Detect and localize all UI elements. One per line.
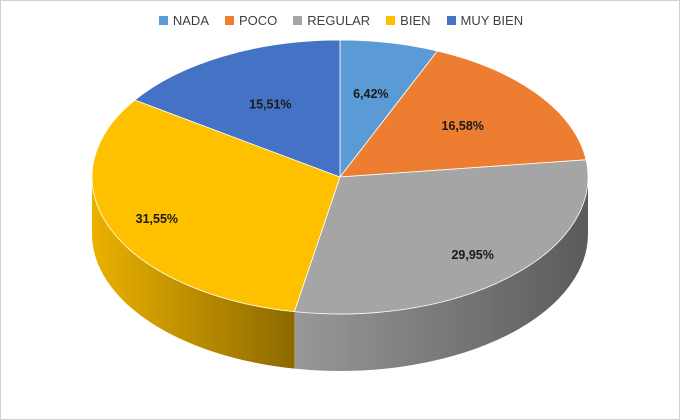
pie-slice-regular xyxy=(293,159,589,315)
legend-item-bien: BIEN xyxy=(386,13,431,28)
legend-item-poco: POCO xyxy=(225,13,277,28)
legend-swatch-bien xyxy=(386,16,396,25)
legend-label-muy-bien: MUY BIEN xyxy=(460,13,524,28)
legend-label-bien: BIEN xyxy=(400,13,431,28)
legend-item-regular: REGULAR xyxy=(293,13,370,28)
legend-swatch-regular xyxy=(293,16,303,25)
pie-sides xyxy=(92,177,588,371)
data-label-nada: 6,42% xyxy=(353,87,388,101)
data-label-poco: 16,58% xyxy=(442,119,484,133)
pie-slice-muy-bien xyxy=(134,39,341,178)
legend-label-poco: POCO xyxy=(239,13,278,28)
pie-labels: 6,42% 16,58% 29,95% 31,55% 15,51% xyxy=(136,87,494,262)
legend-swatch-muy-bien xyxy=(446,16,456,25)
pie-slice-bien xyxy=(91,99,341,313)
legend-label-nada: NADA xyxy=(172,13,209,28)
pie-slice-poco xyxy=(339,50,587,178)
legend-label-regular: REGULAR xyxy=(307,13,371,28)
legend-swatch-nada xyxy=(158,16,168,25)
pie-side-bien xyxy=(92,177,295,369)
pie-side-regular xyxy=(294,177,588,371)
data-label-bien: 31,55% xyxy=(136,212,178,226)
data-label-muy-bien: 15,51% xyxy=(249,97,291,111)
legend-swatch-poco xyxy=(225,16,234,25)
data-label-regular: 29,95% xyxy=(451,248,493,262)
legend-item-muy-bien: MUY BIEN xyxy=(446,13,524,28)
legend: NADA POCO REGULAR BIEN MUY BIEN xyxy=(1,13,680,28)
pie-tops xyxy=(91,39,589,315)
legend-item-nada: NADA xyxy=(158,13,209,28)
